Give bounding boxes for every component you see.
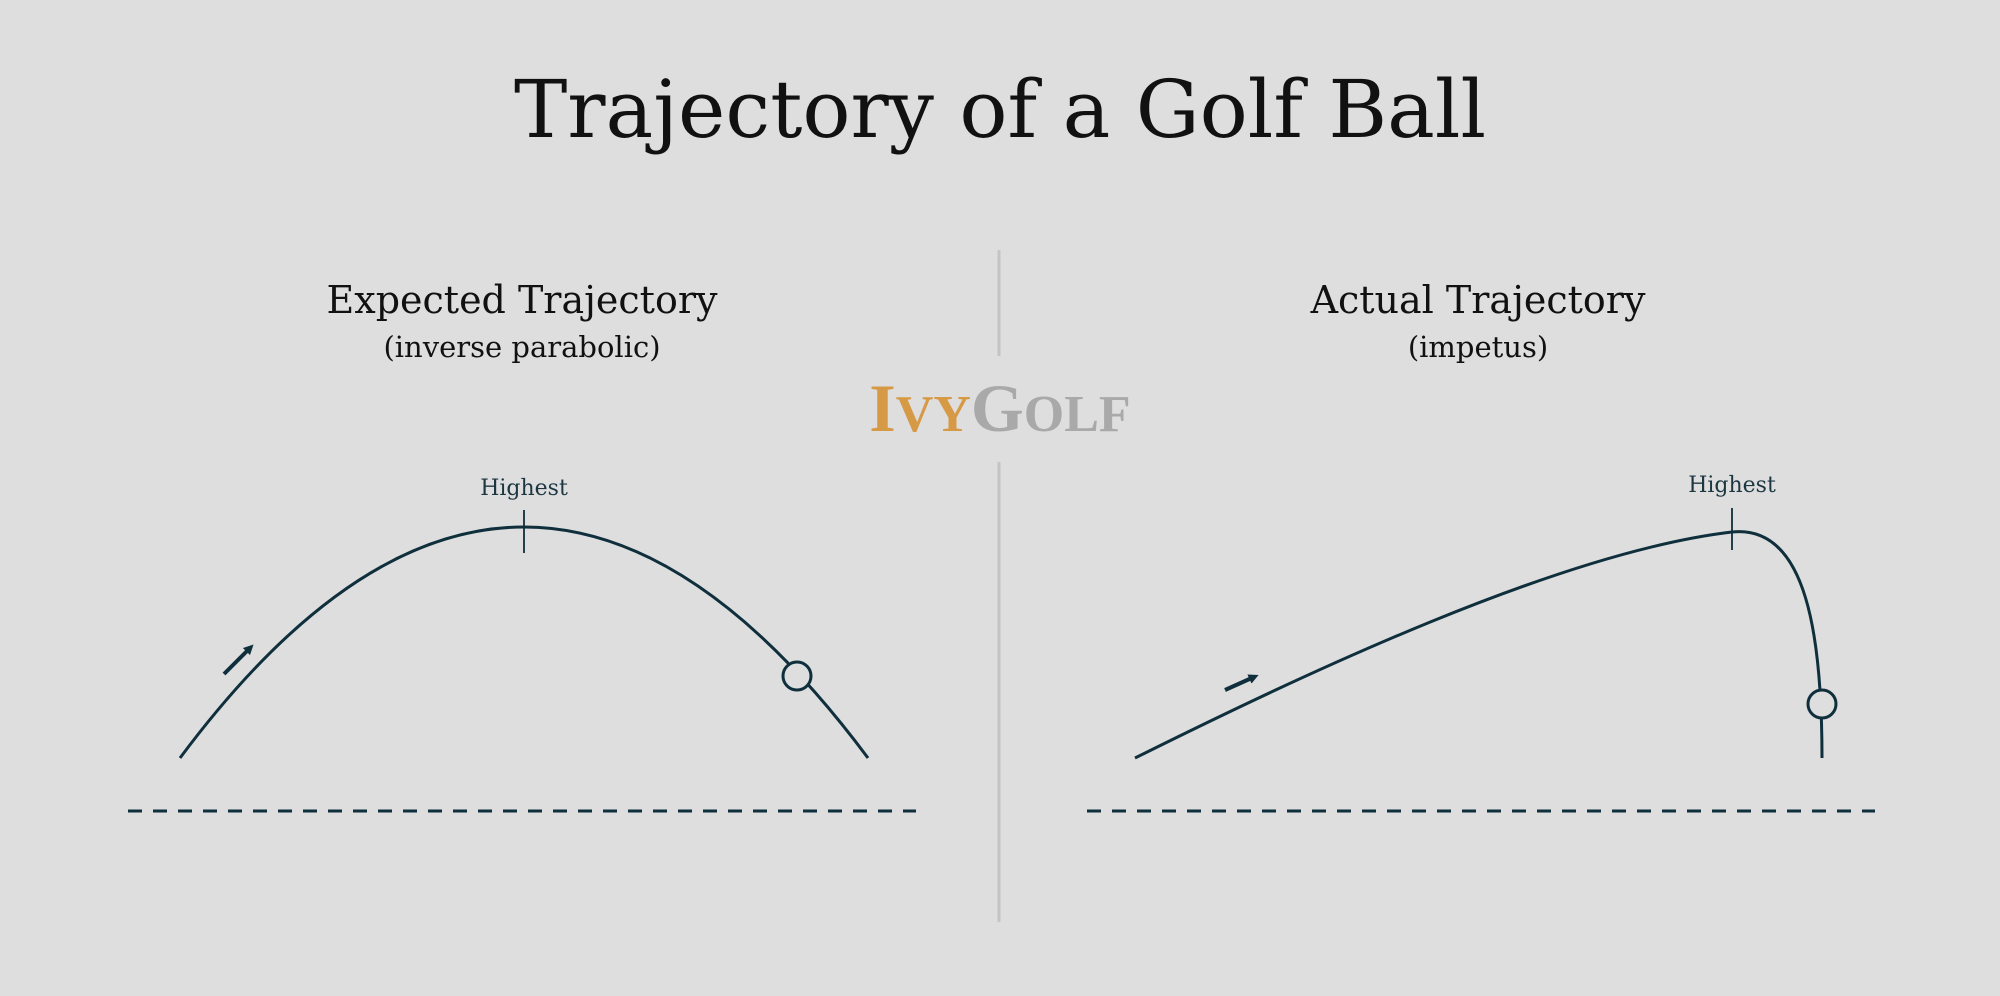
logo-golf: GOLF <box>971 370 1131 446</box>
logo-ivy-rest: VY <box>895 386 971 443</box>
expected-ball-icon <box>781 660 813 692</box>
logo-golf-rest: OLF <box>1023 386 1131 443</box>
ivy-golf-logo: IVYGOLF <box>0 368 2000 467</box>
actual-highest-label: Highest <box>1688 473 1776 498</box>
expected-direction-arrow-icon <box>222 644 254 676</box>
actual-trajectory-curve <box>1134 530 1824 760</box>
expected-trajectory-subtitle: (inverse parabolic) <box>383 330 661 364</box>
actual-trajectory-heading: Actual Trajectory (impetus) <box>1128 274 1828 368</box>
actual-ball-icon <box>1806 688 1838 720</box>
logo-golf-initial: G <box>970 370 1024 446</box>
expected-trajectory-heading: Expected Trajectory (inverse parabolic) <box>172 274 872 368</box>
logo-ivy-initial: I <box>869 370 896 446</box>
actual-direction-arrow-icon <box>1224 674 1259 692</box>
expected-trajectory-title: Expected Trajectory <box>326 278 718 322</box>
expected-highest-label: Highest <box>480 476 568 501</box>
logo-ivy: IVY <box>869 370 971 446</box>
page-title: Trajectory of a Golf Ball <box>513 63 1487 156</box>
expected-trajectory-curve <box>178 525 870 759</box>
actual-trajectory-subtitle: (impetus) <box>1407 330 1549 364</box>
actual-trajectory-title: Actual Trajectory <box>1310 278 1646 322</box>
